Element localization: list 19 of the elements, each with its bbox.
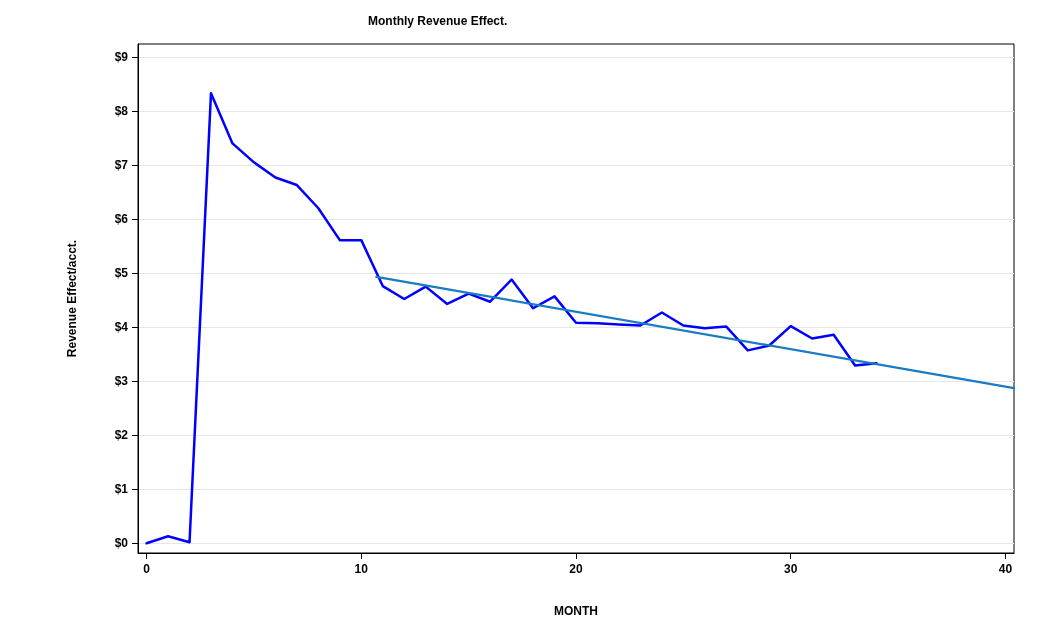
x-tick-label: 20 [569,562,583,576]
x-tick-label: 30 [784,562,798,576]
line-series [145,91,878,545]
x-tick-label: 10 [354,562,369,576]
y-tick-label: $6 [114,212,129,227]
chart-title: Monthly Revenue Effect. [368,14,508,28]
y-tick-label: $3 [114,374,129,389]
y-tick-label: $5 [114,266,129,281]
y-tick-label: $1 [114,482,129,497]
x-axis-title: MONTH [554,604,598,618]
y-tick-label: $7 [114,158,129,173]
y-tick-label: $9 [114,49,129,64]
y-tick-label: $8 [114,104,129,118]
y-axis-title: Revenue Effect/acct. [65,239,79,358]
y-tick-label: $2 [114,428,129,443]
x-tick-label: 0 [143,562,151,576]
x-tick-label: 40 [998,562,1013,576]
y-tick-label: $0 [114,536,129,551]
y-tick-label: $4 [114,320,129,335]
